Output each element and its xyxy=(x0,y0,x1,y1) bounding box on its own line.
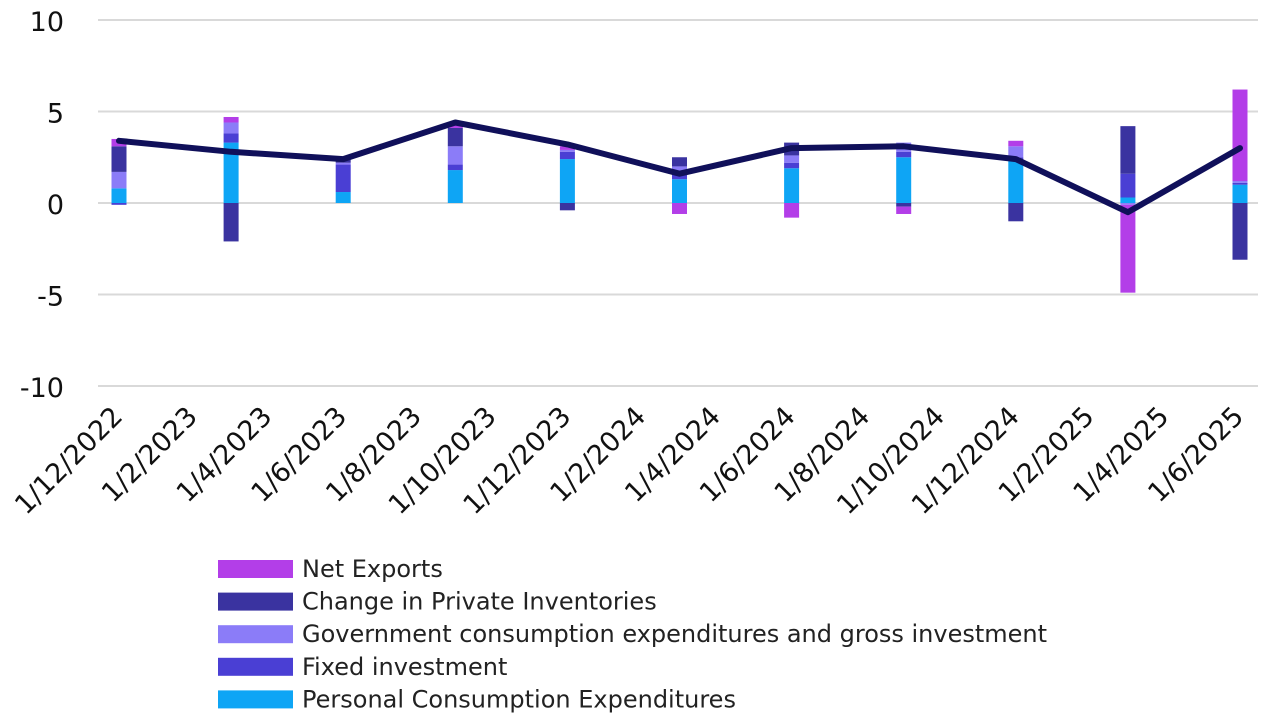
y-tick-label: 0 xyxy=(47,190,64,221)
bar-segment xyxy=(447,124,463,128)
bar-segment xyxy=(1120,204,1136,293)
legend-label: Net Exports xyxy=(302,555,443,583)
gdp-point xyxy=(454,121,457,124)
bar-segment xyxy=(223,133,239,143)
bar-segment xyxy=(672,179,687,203)
bar-segment xyxy=(672,203,687,214)
bar-segment xyxy=(335,192,351,203)
bar-segment xyxy=(1120,197,1136,203)
legend-swatch xyxy=(218,657,293,676)
bar-segment xyxy=(559,146,575,150)
bar-segment xyxy=(896,157,912,203)
bar-segment xyxy=(111,203,127,205)
bar-segment xyxy=(1232,181,1248,183)
bar-segment xyxy=(896,203,912,207)
bar-segment xyxy=(1232,89,1248,182)
legend-label: Government consumption expenditures and … xyxy=(302,620,1047,648)
gdp-point xyxy=(678,172,681,175)
bar-segment xyxy=(111,188,127,203)
bar-segment xyxy=(335,162,351,165)
legend-swatch xyxy=(218,560,293,578)
legend-label: Change in Private Inventories xyxy=(302,588,657,616)
bar-segment xyxy=(1120,126,1136,174)
gdp-point xyxy=(902,145,905,148)
gdp-point xyxy=(342,158,345,161)
bar-segment xyxy=(335,164,351,193)
bar-segment xyxy=(223,116,239,123)
gdp-point xyxy=(118,139,120,142)
bar-segment xyxy=(784,203,800,218)
bar-segment xyxy=(1232,203,1248,260)
bar-segment xyxy=(672,166,687,174)
bar-segment xyxy=(1008,160,1024,203)
bar-segment xyxy=(1008,203,1024,222)
bar-segment xyxy=(559,151,575,160)
bar-segment xyxy=(1232,182,1248,185)
bar-segment xyxy=(784,162,800,169)
bar-segment xyxy=(447,127,463,147)
gdp-point xyxy=(230,150,233,153)
bar-segment xyxy=(1120,173,1136,198)
bar-segment xyxy=(1120,203,1136,205)
bar-segment xyxy=(111,171,127,189)
y-tick-label: -5 xyxy=(37,282,64,313)
y-tick-label: 10 xyxy=(30,7,64,38)
bar-segment xyxy=(223,203,239,242)
bar-segment xyxy=(896,206,912,214)
bar-segment xyxy=(1232,184,1248,203)
bar-segment xyxy=(1008,146,1024,158)
gdp-point xyxy=(1014,158,1017,161)
bar-segment xyxy=(1008,140,1024,147)
bar-segment xyxy=(223,142,239,203)
gdp-point xyxy=(1239,147,1241,150)
bar-segment xyxy=(223,122,239,134)
gdp-point xyxy=(790,147,793,150)
bar-segment xyxy=(111,146,127,172)
bar-segment xyxy=(896,151,912,158)
bar-segment xyxy=(447,164,463,171)
gdp-point xyxy=(566,143,569,146)
gdp-point xyxy=(1126,211,1129,214)
bar-segment xyxy=(447,146,463,165)
legend-swatch xyxy=(218,690,293,709)
bar-segment xyxy=(784,168,800,203)
legend-label: Fixed investment xyxy=(302,653,507,681)
bar-segment xyxy=(447,170,463,203)
bar-segment xyxy=(559,159,575,203)
legend-label: Personal Consumption Expenditures xyxy=(302,685,736,713)
bar-segment xyxy=(672,157,687,167)
legend-swatch xyxy=(218,625,293,644)
bar-segment xyxy=(784,155,800,163)
legend-swatch xyxy=(218,592,293,611)
y-tick-label: 5 xyxy=(47,99,64,130)
bar-segment xyxy=(559,149,575,152)
y-tick-label: -10 xyxy=(20,373,64,404)
bar-segment xyxy=(559,203,575,211)
